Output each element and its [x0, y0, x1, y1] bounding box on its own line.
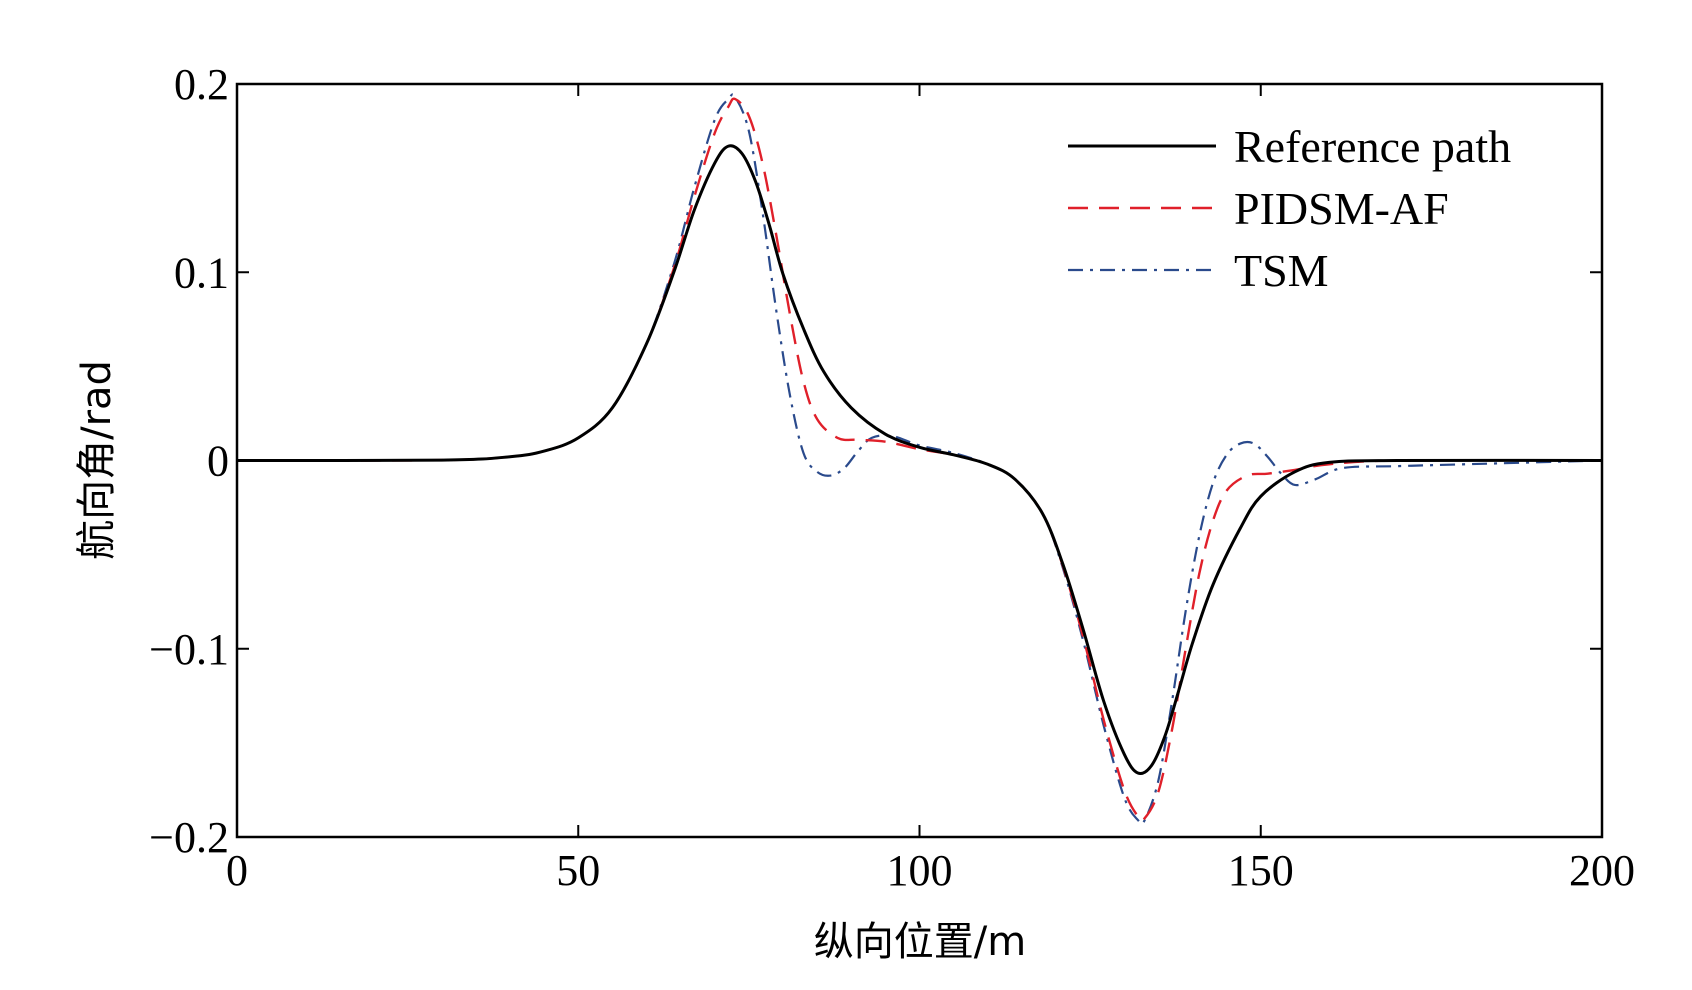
- x-tick-label: 200: [1569, 846, 1635, 895]
- series-lines: [236, 93, 1603, 826]
- series-line-tsm: [236, 93, 1603, 826]
- legend-label: TSM: [1234, 245, 1329, 296]
- y-tick-label: −0.2: [149, 813, 229, 862]
- y-tick-label: 0: [207, 437, 229, 486]
- y-tick-label: −0.1: [149, 625, 229, 674]
- x-tick-label: 150: [1228, 846, 1294, 895]
- x-tick-label: 0: [226, 846, 248, 895]
- y-tick-label: 0.1: [174, 248, 229, 297]
- x-tick-label: 100: [887, 846, 953, 895]
- axis-ticks: 0 50 100 150 200 −0.2 −0.1 0 0.1 0.2: [149, 60, 1635, 895]
- x-axis-title: 纵向位置/m: [814, 919, 1026, 965]
- x-tick-label: 50: [556, 846, 600, 895]
- legend-label: Reference path: [1234, 121, 1511, 172]
- y-axis-title: 航向角/rad: [74, 360, 120, 560]
- legend: Reference path PIDSM-AF TSM: [1068, 121, 1511, 296]
- series-line-reference-path: [236, 144, 1603, 775]
- legend-label: PIDSM-AF: [1234, 183, 1449, 234]
- y-tick-label: 0.2: [174, 60, 229, 109]
